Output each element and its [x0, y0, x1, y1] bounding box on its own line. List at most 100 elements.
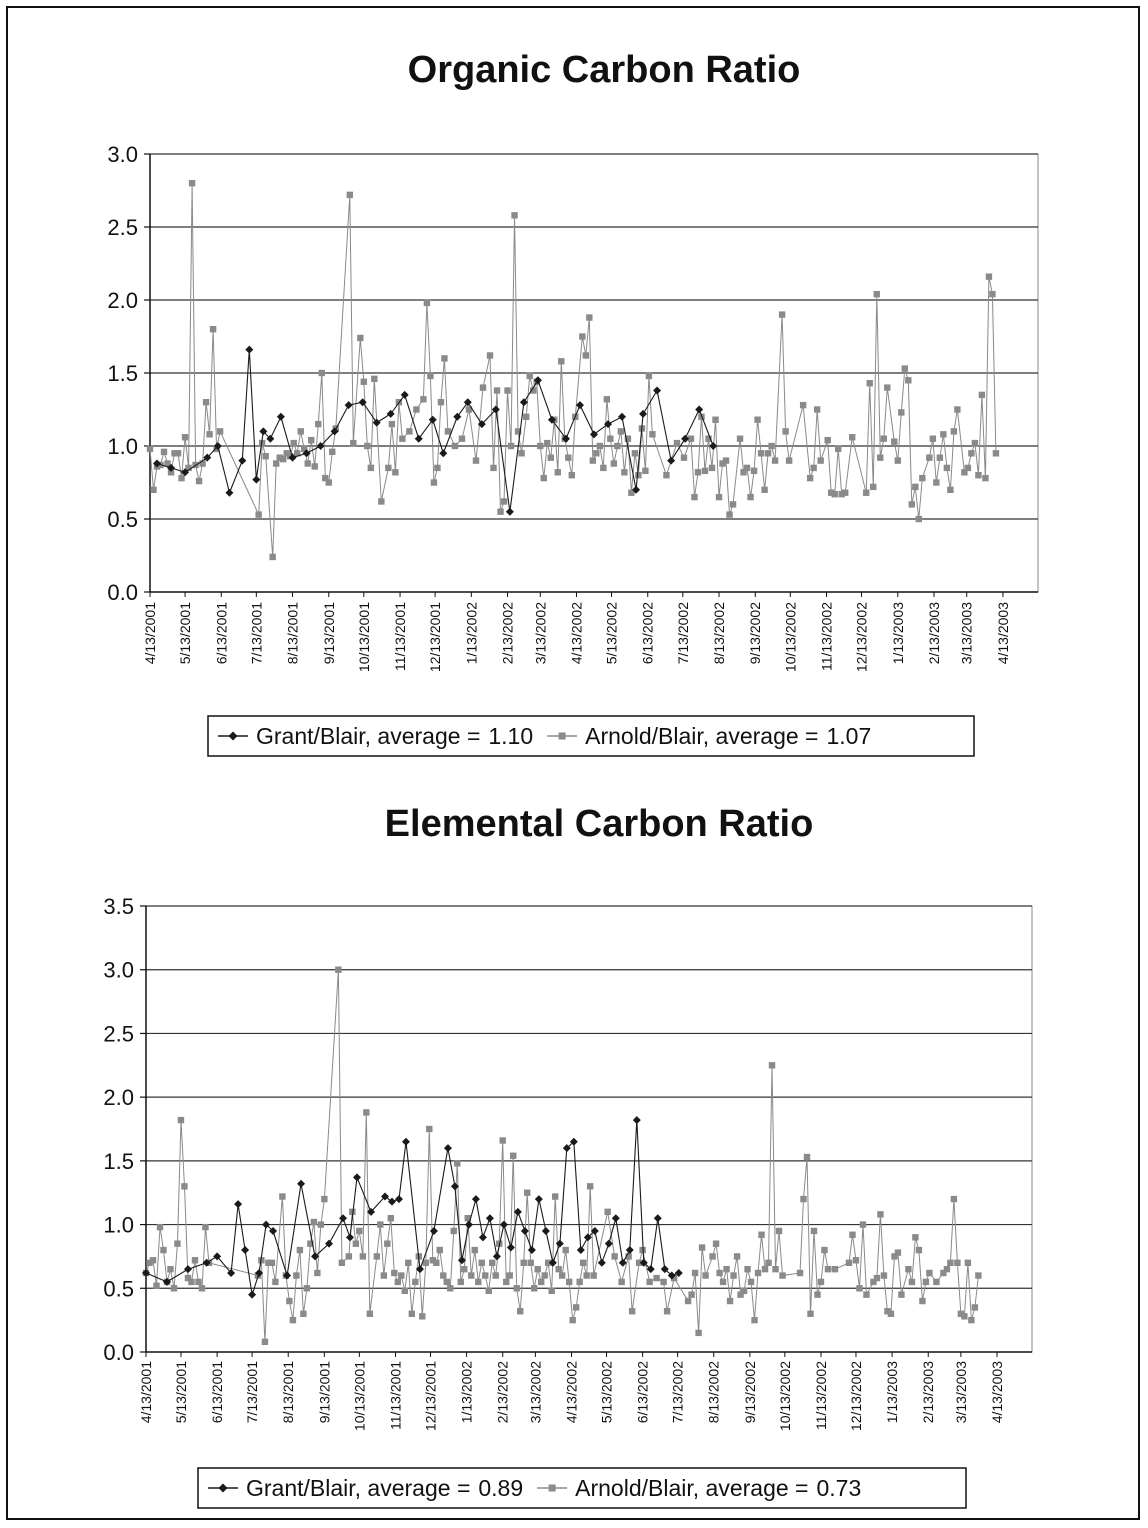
data-point: [300, 1310, 307, 1317]
data-point: [873, 290, 880, 298]
data-point: [740, 1287, 748, 1295]
data-point: [294, 450, 301, 457]
data-point: [548, 1258, 557, 1267]
data-point: [203, 453, 212, 462]
x-tick-label: 4/13/2001: [138, 1361, 154, 1423]
data-point: [170, 1285, 178, 1292]
data-point: [544, 439, 551, 447]
data-point: [283, 450, 290, 457]
legend: Grant/Blair, average = 1.10 Arnold/Blair,…: [207, 715, 975, 757]
legend: Grant/Blair, average = 0.89 Arnold/Blair,…: [197, 1467, 967, 1509]
data-point: [859, 1221, 867, 1228]
data-point: [824, 436, 831, 444]
data-point: [178, 474, 185, 482]
data-point: [667, 456, 676, 465]
data-point: [497, 508, 504, 515]
data-point: [450, 1227, 457, 1235]
data-point: [660, 1265, 669, 1274]
data-point: [259, 427, 268, 436]
data-point: [912, 483, 919, 491]
data-point: [877, 454, 884, 461]
data-point: [743, 464, 751, 472]
data-point: [782, 428, 789, 435]
data-point: [330, 427, 339, 436]
data-point: [611, 1253, 618, 1260]
data-point: [831, 1265, 839, 1273]
data-point: [188, 180, 196, 187]
legend-average: 1.07: [826, 723, 871, 749]
data-point: [191, 1257, 199, 1264]
data-point: [372, 418, 381, 427]
data-point: [555, 1239, 564, 1248]
data-point: [761, 486, 768, 493]
data-point: [464, 1220, 473, 1229]
data-point: [989, 290, 996, 298]
data-point: [177, 1116, 185, 1124]
data-point: [926, 1269, 933, 1277]
data-point: [339, 1214, 348, 1223]
data-point: [576, 1246, 585, 1255]
data-point: [434, 464, 441, 472]
data-point: [413, 406, 420, 413]
data-point: [238, 456, 247, 465]
data-point: [702, 1272, 709, 1279]
data-point: [517, 1308, 524, 1315]
data-point: [646, 1265, 655, 1274]
x-tick-label: 2/13/2003: [926, 602, 942, 664]
data-point: [940, 1269, 947, 1277]
data-point: [575, 401, 584, 410]
data-point: [506, 1272, 513, 1279]
data-point: [311, 1252, 320, 1261]
data-point: [663, 472, 670, 479]
data-point: [471, 1246, 478, 1254]
x-tick-label: 3/13/2002: [527, 1361, 543, 1423]
data-point: [181, 434, 189, 441]
data-point: [849, 1231, 856, 1238]
data-point: [527, 1246, 536, 1255]
data-point: [558, 1272, 566, 1279]
data-point: [628, 489, 635, 496]
data-point: [628, 1308, 636, 1315]
data-point: [719, 460, 726, 467]
legend-item: Grant/Blair, average = 0.89: [208, 1475, 523, 1501]
x-tick-label: 8/13/2001: [280, 1361, 296, 1423]
x-tick-label: 10/13/2002: [777, 1361, 793, 1431]
data-point: [420, 396, 427, 403]
data-point: [866, 380, 873, 387]
data-point: [901, 365, 908, 372]
data-point: [541, 1226, 550, 1235]
data-point: [764, 450, 772, 457]
x-tick-label: 1/13/2003: [884, 1361, 900, 1423]
data-point: [378, 498, 385, 505]
data-point: [510, 1152, 517, 1159]
y-tick-label: 1.5: [107, 361, 138, 386]
data-point: [167, 469, 175, 476]
data-point: [184, 1274, 192, 1282]
data-point: [863, 1291, 870, 1298]
data-point: [387, 1215, 395, 1222]
data-point: [272, 1278, 279, 1286]
data-point: [195, 477, 203, 485]
data-point: [814, 1291, 821, 1298]
data-point: [346, 191, 353, 199]
data-point: [276, 412, 285, 421]
data-point: [188, 1278, 195, 1286]
x-tick-label: 3/13/2003: [959, 602, 975, 664]
data-point: [454, 1160, 461, 1167]
data-point: [635, 1259, 643, 1266]
data-point: [555, 1265, 562, 1273]
data-point: [524, 1189, 531, 1196]
x-tick-label: 4/13/2002: [568, 602, 584, 664]
legend-average: 0.89: [478, 1475, 523, 1501]
x-tick-label: 10/13/2002: [782, 602, 798, 672]
data-point: [526, 372, 533, 380]
data-point: [726, 511, 733, 518]
data-point: [286, 1297, 293, 1305]
data-point: [597, 1258, 606, 1267]
data-point: [297, 428, 304, 435]
data-point: [380, 1272, 388, 1279]
data-point: [358, 398, 367, 407]
data-point: [715, 493, 723, 501]
data-point: [681, 434, 690, 443]
y-tick-label: 2.0: [103, 1085, 134, 1110]
